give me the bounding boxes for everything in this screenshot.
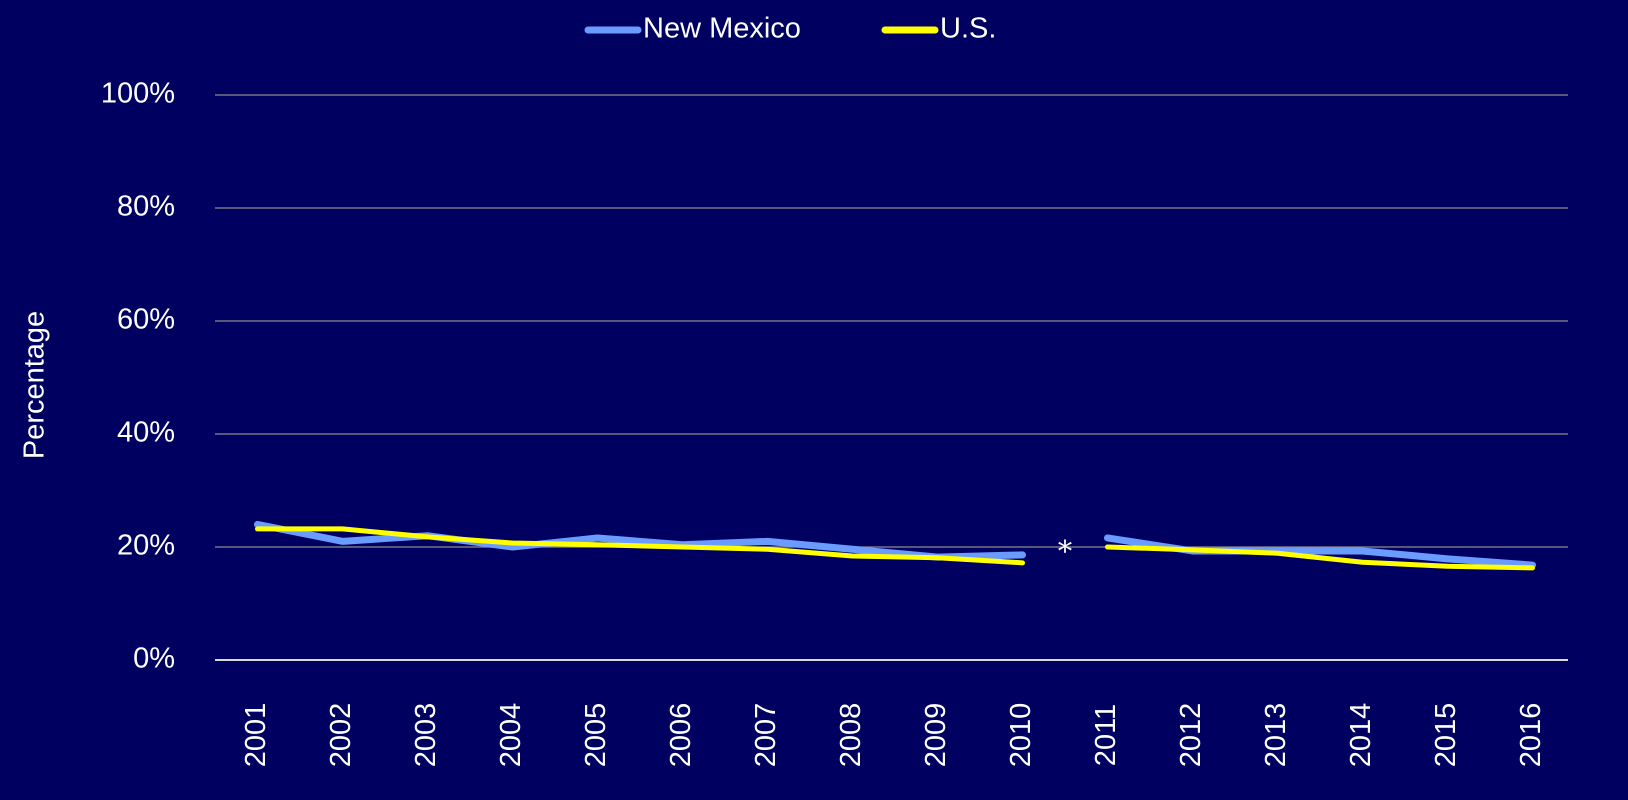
legend-label: U.S. — [940, 13, 996, 45]
x-tick-label: 2006 — [665, 703, 697, 768]
y-tick-label: 60% — [117, 304, 175, 336]
y-tick-label: 80% — [117, 191, 175, 223]
break-marker: * — [1058, 534, 1073, 568]
x-tick-label: 2003 — [410, 703, 442, 768]
x-tick-label: 2004 — [495, 703, 527, 768]
y-axis-label: Percentage — [19, 311, 51, 459]
x-tick-label: 2016 — [1515, 703, 1547, 768]
x-tick-label: 2014 — [1345, 703, 1377, 768]
x-tick-label: 2001 — [240, 703, 272, 768]
y-tick-label: 100% — [101, 78, 175, 110]
x-tick-label: 2005 — [580, 703, 612, 768]
x-tick-label: 2015 — [1430, 703, 1462, 768]
legend-label: New Mexico — [643, 13, 801, 45]
x-tick-label: 2007 — [750, 703, 782, 768]
x-tick-label: 2013 — [1260, 703, 1292, 768]
x-tick-label: 2011 — [1090, 704, 1122, 766]
x-tick-label: 2008 — [835, 703, 867, 768]
y-tick-label: 0% — [133, 643, 175, 675]
x-tick-label: 2012 — [1175, 703, 1207, 768]
x-tick-label: 2010 — [1005, 703, 1037, 768]
x-tick-label: 2002 — [325, 703, 357, 768]
y-tick-label: 20% — [117, 530, 175, 562]
line-series — [255, 526, 1535, 571]
x-tick-label: 2009 — [920, 703, 952, 768]
y-tick-label: 40% — [117, 417, 175, 449]
